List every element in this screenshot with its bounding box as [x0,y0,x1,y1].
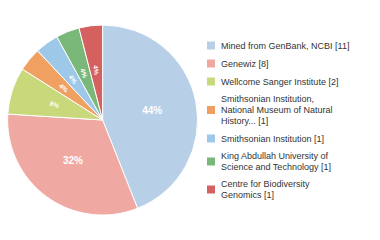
svg-text:Centre for Biodiversity: Centre for Biodiversity [221,179,310,189]
svg-text:Mined from GenBank, NCBI [11]: Mined from GenBank, NCBI [11] [221,41,349,51]
svg-text:4%: 4% [79,67,89,79]
svg-text:Smithsonian Institution,: Smithsonian Institution, [221,94,314,104]
svg-text:Smithsonian Institution [1]: Smithsonian Institution [1] [221,134,324,144]
svg-text:Wellcome Sanger Institute [2]: Wellcome Sanger Institute [2] [221,77,338,87]
svg-text:4%: 4% [67,73,78,85]
svg-text:Genewiz [8]: Genewiz [8] [221,59,269,69]
svg-text:Genomics [1]: Genomics [1] [221,190,274,200]
svg-text:44%: 44% [142,105,162,116]
svg-text:4%: 4% [58,82,70,94]
svg-text:History... [1]: History... [1] [221,116,268,126]
svg-text:King Abdullah University of: King Abdullah University of [221,151,329,161]
svg-text:National Museum of Natural: National Museum of Natural [221,105,333,115]
svg-text:4%: 4% [92,65,100,75]
svg-text:32%: 32% [63,155,83,166]
svg-text:Science and Technology [1]: Science and Technology [1] [221,162,331,172]
svg-text:8%: 8% [49,100,60,110]
